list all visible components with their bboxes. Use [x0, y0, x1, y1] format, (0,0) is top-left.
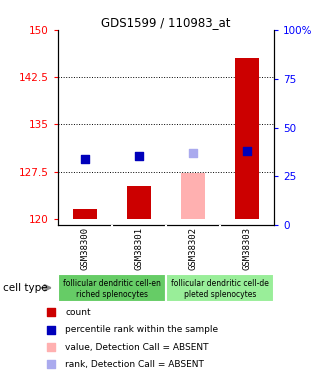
Title: GDS1599 / 110983_at: GDS1599 / 110983_at	[101, 16, 231, 29]
Text: riched splenocytes: riched splenocytes	[76, 290, 148, 299]
Bar	[166, 274, 274, 302]
Text: count: count	[65, 308, 91, 317]
Point	[48, 327, 53, 333]
Text: percentile rank within the sample: percentile rank within the sample	[65, 325, 218, 334]
Text: cell type: cell type	[3, 283, 48, 293]
Point	[136, 153, 142, 159]
Text: GSM38302: GSM38302	[188, 227, 197, 270]
Text: GSM38303: GSM38303	[242, 227, 251, 270]
Text: follicular dendritic cell-de: follicular dendritic cell-de	[171, 279, 269, 288]
Text: rank, Detection Call = ABSENT: rank, Detection Call = ABSENT	[65, 360, 204, 369]
Bar	[181, 173, 205, 219]
Point	[48, 309, 53, 315]
Text: GSM38301: GSM38301	[134, 227, 143, 270]
Point	[82, 156, 87, 162]
Bar	[235, 58, 259, 219]
Point	[244, 148, 249, 154]
Bar	[58, 274, 166, 302]
Point	[48, 344, 53, 350]
Text: follicular dendritic cell-en: follicular dendritic cell-en	[63, 279, 161, 288]
Point	[190, 150, 195, 156]
Text: GSM38300: GSM38300	[80, 227, 89, 270]
Point	[48, 362, 53, 368]
Bar	[127, 186, 151, 219]
Text: value, Detection Call = ABSENT: value, Detection Call = ABSENT	[65, 343, 209, 352]
Bar	[73, 209, 97, 219]
Text: pleted splenocytes: pleted splenocytes	[184, 290, 256, 299]
